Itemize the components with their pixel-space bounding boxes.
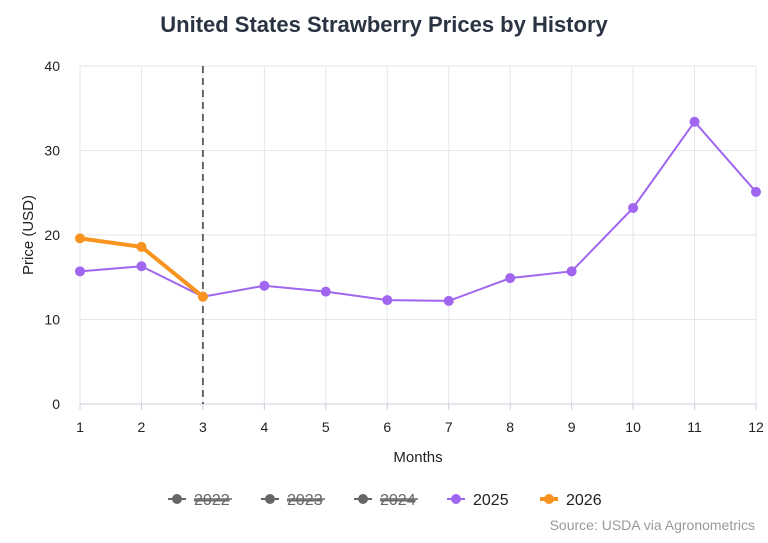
data-point-2025 [566,266,577,277]
legend-label: 2024 [380,492,416,509]
data-point-2026 [197,291,208,302]
data-point-2025 [136,261,147,272]
series-line-2025 [79,120,757,302]
x-axis-label: Months [393,449,442,466]
data-point-2025 [320,286,331,297]
data-point-2025 [751,186,761,197]
y-tick-label: 10 [44,312,60,328]
source-note: Source: USDA via Agronometrics [550,517,755,533]
legend-item-2023[interactable]: 2023 [261,492,325,509]
x-tick-label: 11 [687,419,702,435]
data-point-2025 [505,273,516,284]
legend-label: 2025 [473,492,509,509]
x-tick-label: 9 [568,419,576,435]
y-tick-label: 0 [52,396,60,412]
legend-marker-icon [451,494,461,504]
data-point-2025 [628,202,639,213]
data-point-2025 [689,116,700,127]
x-tick-label: 12 [748,419,764,435]
x-tick-label: 5 [322,419,330,435]
x-tick-label: 6 [383,419,391,435]
data-point-2025 [382,295,393,306]
x-tick-label: 10 [625,419,641,435]
legend-marker-icon [544,494,554,504]
x-tick-label: 1 [76,419,84,435]
y-tick-label: 40 [44,58,60,74]
x-tick-label: 7 [445,419,453,435]
legend-label: 2023 [287,492,323,509]
legend-marker-icon [358,494,368,504]
y-tick-label: 30 [44,143,60,159]
legend-item-2024[interactable]: 2024 [354,492,418,509]
x-tick-label: 2 [138,419,146,435]
x-tick-label: 3 [199,419,207,435]
legend-marker-icon [265,494,275,504]
legend-item-2025[interactable]: 2025 [447,492,509,509]
y-axis-label: Price (USD) [20,195,37,275]
legend-item-2026[interactable]: 2026 [540,492,602,509]
y-tick-label: 20 [44,227,60,243]
legend-label: 2022 [194,492,230,509]
data-point-2025 [443,295,454,306]
data-point-2025 [75,266,85,277]
x-tick-label: 8 [506,419,514,435]
x-tick-label: 4 [260,419,268,435]
data-point-2025 [259,280,270,291]
data-point-2026 [75,233,85,244]
legend-item-2022[interactable]: 2022 [168,492,232,509]
legend-marker-icon [172,494,182,504]
legend-label: 2026 [566,492,602,509]
chart-title: United States Strawberry Prices by Histo… [160,12,608,37]
data-point-2026 [136,241,147,252]
